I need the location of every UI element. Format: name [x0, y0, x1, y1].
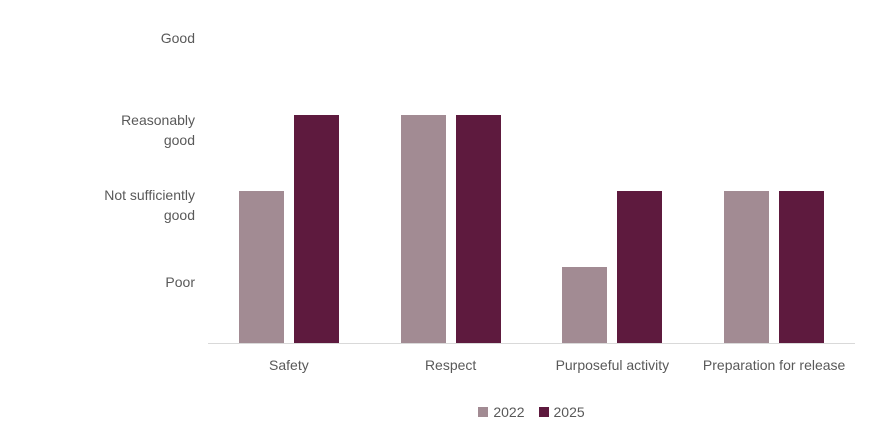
bar-2022-safety [238, 191, 284, 343]
y-tick-label-poor: Poor [165, 274, 195, 290]
x-axis-label-purposeful-activity: Purposeful activity [555, 357, 670, 373]
y-tick-label-not-sufficiently-good: Not sufficiently good [104, 187, 195, 223]
legend: 2022 2025 [208, 402, 855, 422]
y-tick-label-good: Good [160, 30, 195, 46]
bar-2025-safety [293, 115, 339, 343]
bar-2025-preparation-for-release [779, 191, 825, 343]
bar-2022-purposeful-activity [562, 267, 608, 343]
legend-label-2022: 2022 [493, 404, 525, 420]
legend-item-2022: 2022 [478, 402, 525, 422]
legend-label-2025: 2025 [553, 404, 585, 420]
x-axis-label-respect: Respect [424, 357, 477, 373]
bar-2025-purposeful-activity [617, 191, 663, 343]
bar-2022-preparation-for-release [724, 191, 770, 343]
bar-2022-respect [400, 115, 446, 343]
bar-2025-respect [455, 115, 501, 343]
legend-swatch-2025 [538, 407, 549, 417]
legend-item-2025: 2025 [538, 402, 585, 422]
y-tick-label-reasonably-good: Reasonably good [121, 112, 195, 148]
legend-swatch-2022 [478, 407, 489, 417]
plot-area [208, 39, 855, 343]
x-axis-label-preparation-for-release: Preparation for release [702, 357, 846, 373]
x-axis-line [208, 343, 855, 344]
x-axis-label-safety: Safety [269, 357, 309, 373]
